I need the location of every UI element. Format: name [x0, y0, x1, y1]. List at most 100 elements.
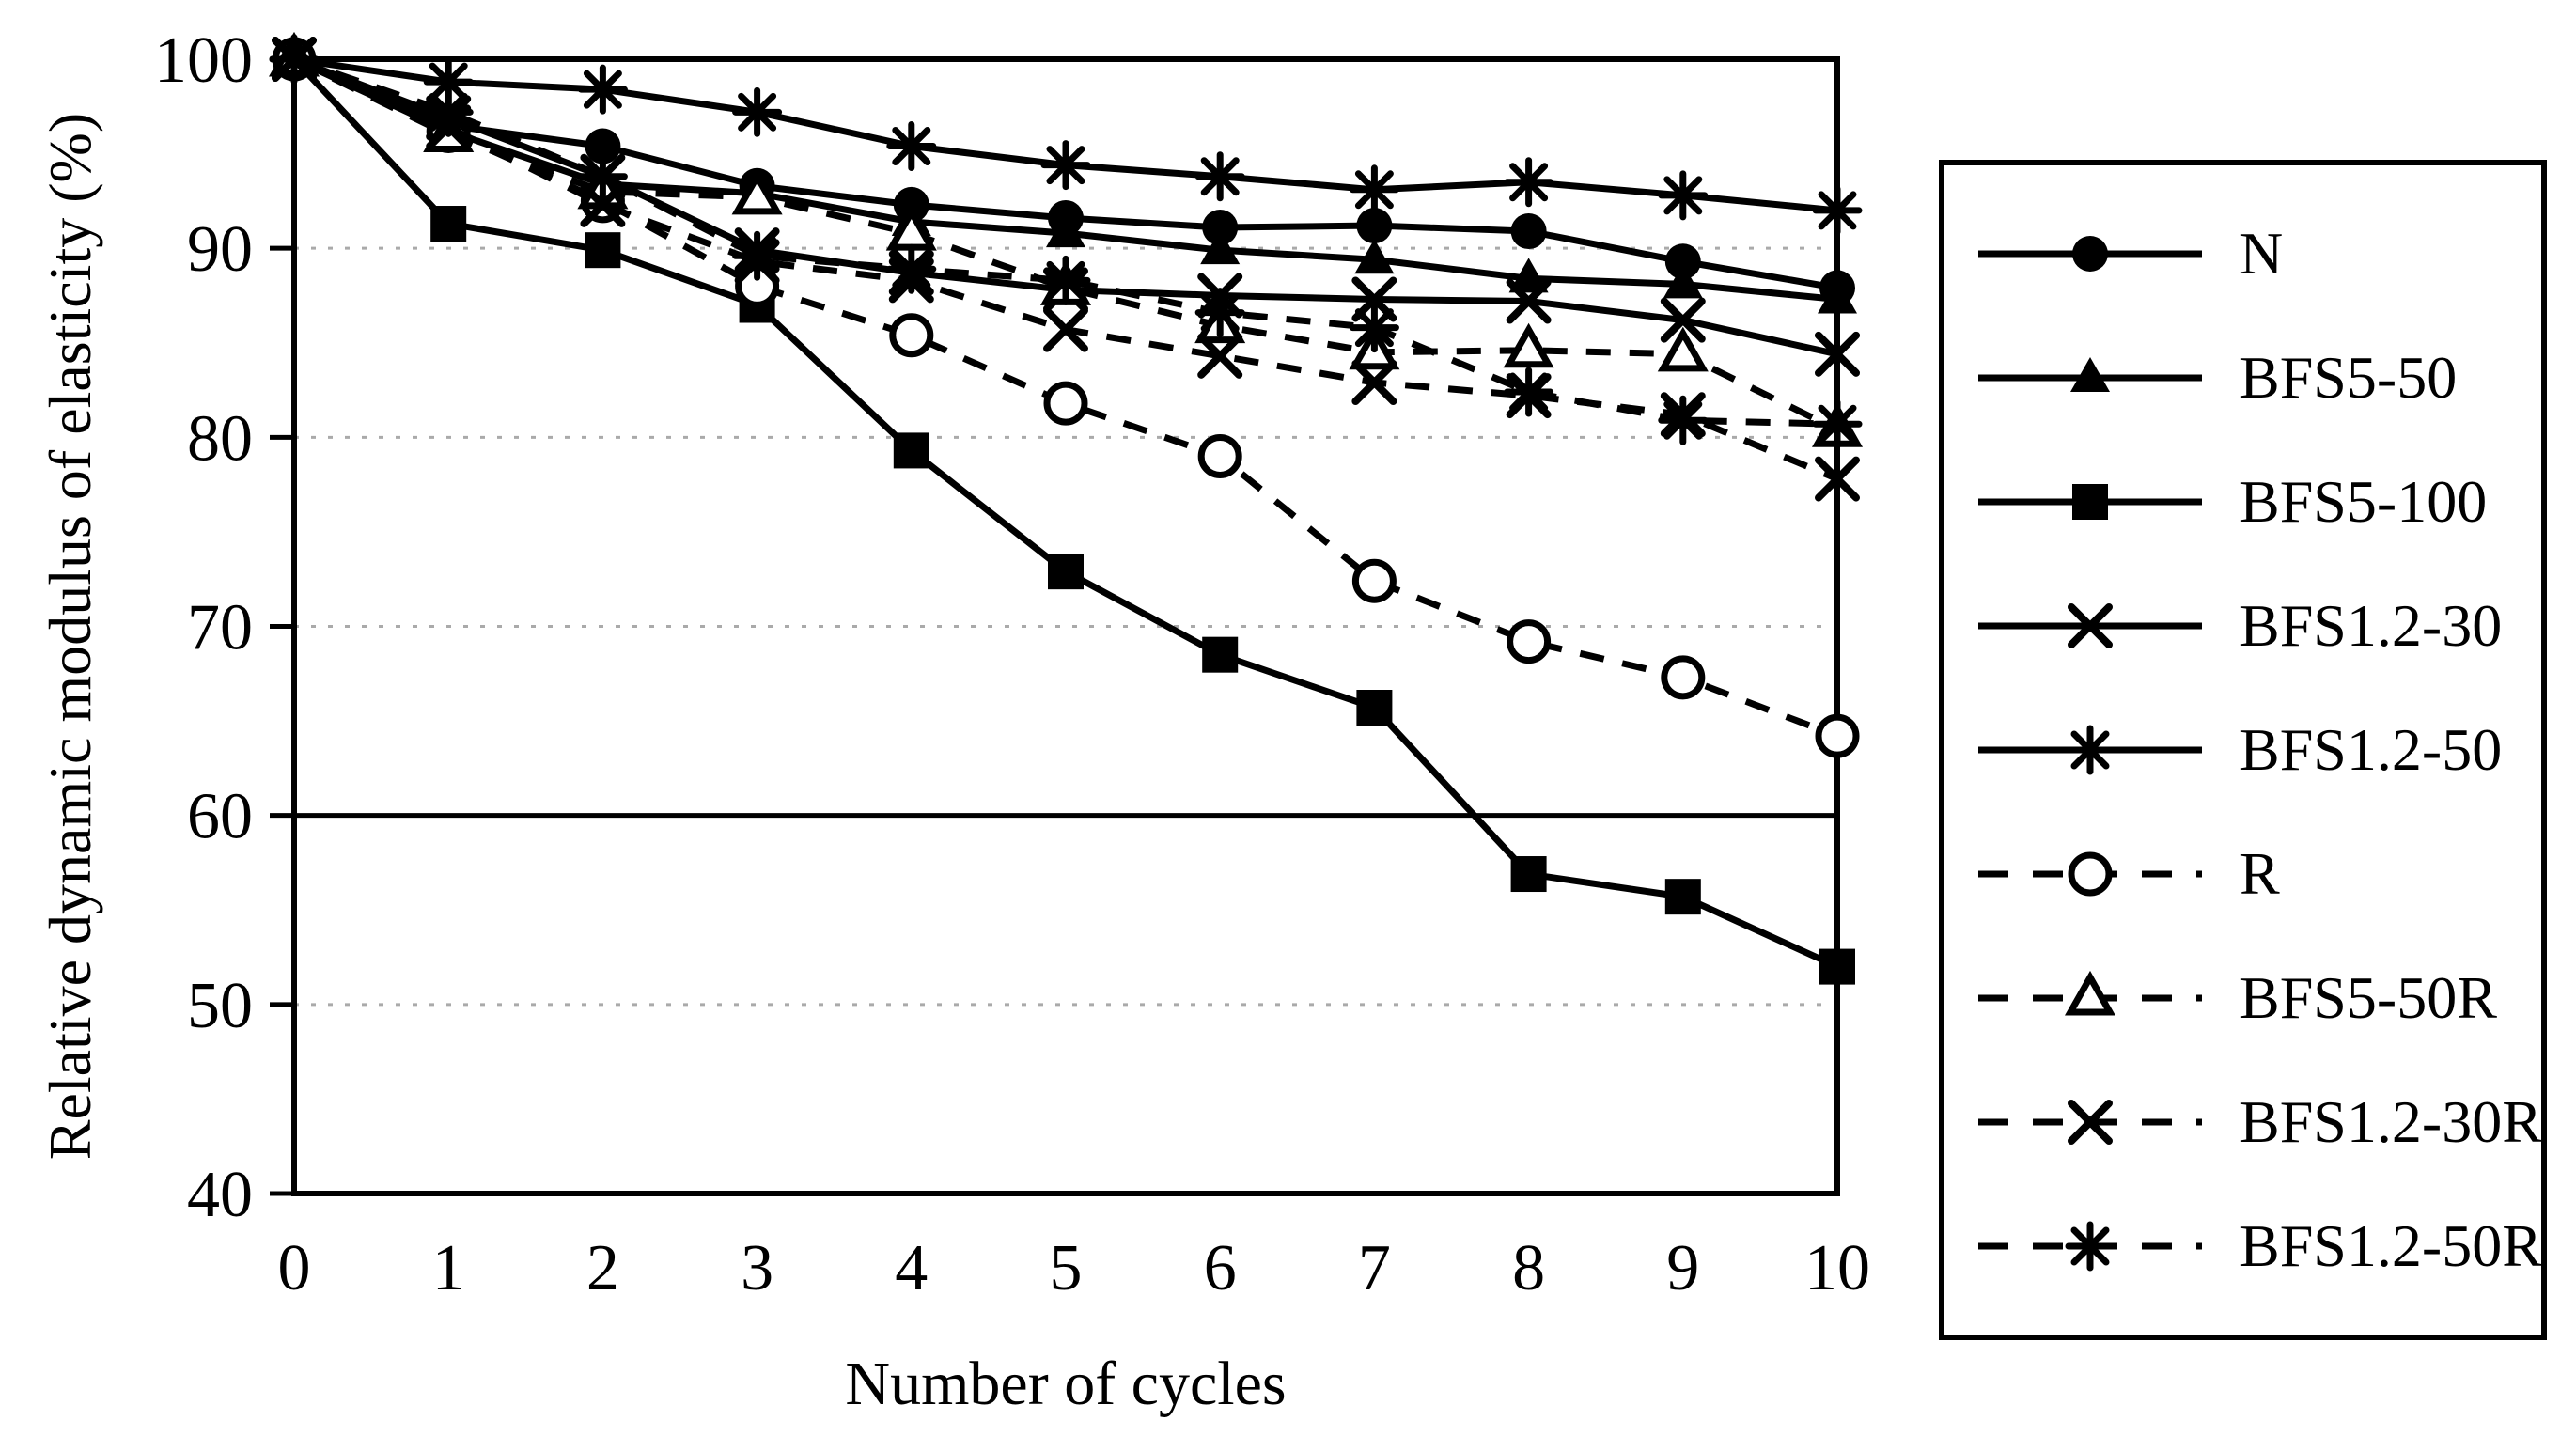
x-tick-label: 8 [1512, 1232, 1545, 1304]
marker-filled-circle [2072, 236, 2108, 272]
marker-asterisk [1040, 140, 1091, 191]
marker-x-cross [1197, 333, 1243, 379]
x-tick-label: 3 [741, 1232, 773, 1304]
marker-filled-square [1048, 554, 1084, 590]
marker-open-circle [889, 313, 934, 358]
legend-sample-filled-triangle [1978, 357, 2202, 392]
marker-asterisk [1194, 151, 1245, 202]
marker-filled-square [1356, 690, 1393, 726]
x-tick-label: 4 [895, 1232, 928, 1304]
marker-asterisk [1040, 255, 1091, 305]
marker-asterisk [886, 243, 937, 294]
marker-filled-square [1664, 879, 1701, 915]
marker-filled-circle [1664, 243, 1701, 280]
x-tick-label: 1 [432, 1232, 465, 1304]
marker-filled-circle [585, 128, 621, 164]
marker-open-triangle [731, 169, 783, 215]
y-tick-label: 60 [187, 781, 253, 853]
legend-label: BFS1.2-50 [2240, 716, 2503, 783]
marker-x-cross [1815, 331, 1860, 377]
marker-asterisk [577, 64, 628, 115]
marker-asterisk [1658, 395, 1709, 445]
marker-open-circle [1351, 558, 1397, 603]
marker-x-cross [1660, 297, 1706, 343]
legend-sample-asterisk [1978, 725, 2202, 775]
marker-x-cross [2068, 1100, 2113, 1145]
marker-open-triangle [1657, 326, 1709, 372]
marker-asterisk [1504, 367, 1554, 417]
legend-label: R [2240, 840, 2280, 907]
legend-item-BFS5-50R: BFS5-50R [1973, 964, 2541, 1031]
marker-filled-triangle [1354, 239, 1395, 274]
marker-filled-circle [1202, 210, 1239, 246]
marker-filled-square [1202, 636, 1239, 673]
marker-asterisk [1658, 170, 1709, 221]
legend-item-R: R [1973, 840, 2541, 907]
marker-open-circle [1197, 433, 1242, 478]
marker-x-cross [1043, 306, 1088, 352]
marker-x-cross [1506, 278, 1552, 324]
series-line-BFS5-50R [292, 55, 1839, 433]
marker-asterisk [2065, 725, 2115, 775]
legend-box: N BFS5-50 BFS5-100 BFS1.2-30 BFS1.2-50 R BFS5-… [1939, 160, 2547, 1340]
x-tick-label: 2 [586, 1232, 619, 1304]
marker-x-cross [2068, 603, 2113, 648]
legend-sample-x-cross [1978, 603, 2202, 648]
marker-filled-triangle [2070, 357, 2110, 392]
marker-filled-triangle [1046, 212, 1085, 248]
series-markers-BFS1.2-50R [269, 34, 1863, 449]
x-tick-label: 7 [1358, 1232, 1391, 1304]
x-tick-label: 9 [1666, 1232, 1699, 1304]
legend-label: BFS1.2-50R [2240, 1212, 2542, 1279]
marker-asterisk [1812, 398, 1863, 449]
legend-item-BFS1.2-50R: BFS1.2-50R [1973, 1212, 2542, 1279]
marker-asterisk [1349, 303, 1399, 353]
marker-open-circle [1661, 655, 1706, 700]
marker-x-cross [1351, 359, 1397, 405]
series-line-BFS5-100 [291, 56, 1839, 970]
marker-asterisk [423, 86, 474, 137]
y-axis-title: Relative dynamic modulus of elasticity (… [37, 112, 103, 1161]
marker-asterisk [1504, 157, 1554, 208]
marker-asterisk [1194, 288, 1245, 338]
marker-filled-square [1510, 856, 1547, 893]
marker-open-circle [1043, 381, 1088, 426]
legend-item-BFS5-50: BFS5-50 [1973, 344, 2541, 411]
legend-item-BFS1.2-30R: BFS1.2-30R [1973, 1088, 2542, 1155]
marker-filled-square [430, 206, 467, 242]
marker-filled-square [893, 432, 929, 469]
legend-item-BFS5-100: BFS5-100 [1973, 468, 2541, 535]
marker-filled-square [2072, 484, 2108, 520]
marker-open-circle [1815, 713, 1860, 758]
marker-open-triangle [2064, 970, 2116, 1016]
legend-label: BFS5-100 [2240, 468, 2488, 535]
series-line-BFS1.2-50R [292, 55, 1838, 428]
legend-sample-open-circle [1978, 851, 2202, 897]
marker-asterisk [269, 34, 320, 85]
marker-filled-triangle [1663, 263, 1703, 299]
marker-x-cross [1815, 456, 1860, 502]
x-tick-label: 10 [1804, 1232, 1870, 1304]
legend-label: BFS5-50R [2240, 964, 2497, 1031]
legend-sample-x-cross [1978, 1100, 2202, 1145]
marker-asterisk [732, 230, 783, 281]
marker-filled-square [1819, 948, 1855, 985]
marker-asterisk [1349, 164, 1399, 215]
legend-sample-filled-circle [1978, 236, 2202, 272]
marker-filled-triangle [1200, 229, 1241, 265]
marker-asterisk [1812, 185, 1863, 236]
legend-item-BFS1.2-30: BFS1.2-30 [1973, 592, 2541, 659]
marker-filled-square [585, 232, 621, 269]
y-tick-label: 100 [154, 24, 253, 97]
legend-sample-open-triangle [1978, 970, 2202, 1016]
y-tick-label: 90 [187, 213, 253, 286]
legend-sample-asterisk [1978, 1221, 2202, 1272]
x-tick-label: 0 [278, 1232, 311, 1304]
marker-filled-triangle [1508, 258, 1549, 293]
legend-label: BFS1.2-30R [2240, 1088, 2542, 1155]
y-tick-label: 50 [187, 970, 253, 1042]
marker-filled-triangle [1818, 278, 1857, 314]
y-tick-label: 80 [187, 402, 253, 475]
legend-sample-filled-square [1978, 484, 2202, 520]
